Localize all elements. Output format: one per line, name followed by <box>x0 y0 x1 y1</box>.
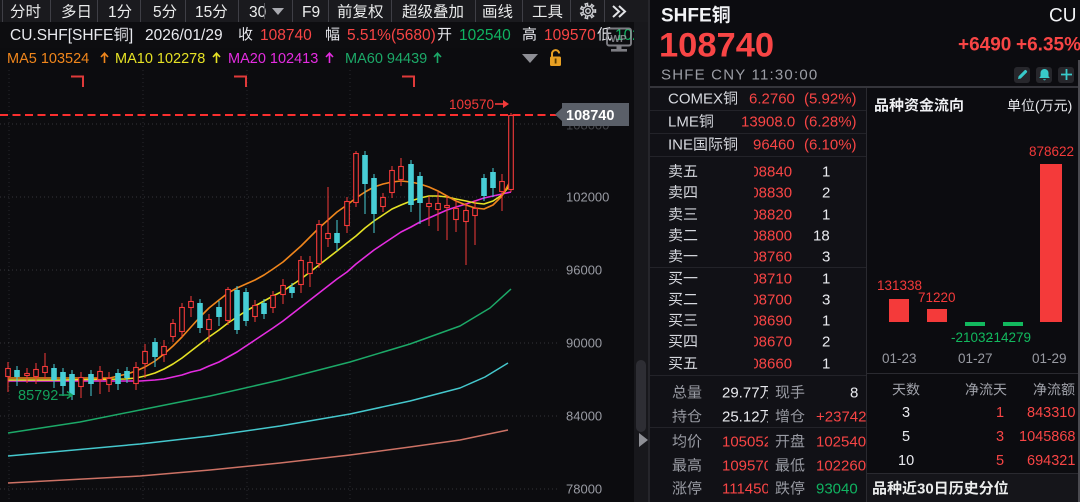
svg-text:01-23: 01-23 <box>882 351 917 366</box>
svg-text:15: 15 <box>195 4 212 21</box>
svg-text:1: 1 <box>996 405 1004 421</box>
svg-text:3: 3 <box>902 405 910 421</box>
svg-text:]: ] <box>129 27 133 44</box>
svg-text:29.77: 29.77 <box>722 384 760 401</box>
svg-text:108670: 108670 <box>754 334 792 351</box>
svg-text:102260: 102260 <box>816 457 866 474</box>
svg-text:108830: 108830 <box>754 185 792 202</box>
svg-text:5: 5 <box>153 4 162 21</box>
svg-text:(6.10%): (6.10%) <box>804 137 857 154</box>
svg-text:109570: 109570 <box>544 27 596 44</box>
svg-text:1: 1 <box>822 270 830 287</box>
svg-text:(5.92%): (5.92%) <box>804 91 857 108</box>
svg-text:108760: 108760 <box>754 249 792 266</box>
svg-text:(6.28%): (6.28%) <box>804 114 857 131</box>
svg-text:INE: INE <box>668 137 693 154</box>
svg-text:843310: 843310 <box>1027 405 1075 421</box>
svg-text:): ) <box>1067 97 1072 113</box>
svg-text:102540: 102540 <box>459 27 511 44</box>
svg-text:109570: 109570 <box>722 457 768 474</box>
svg-text:WP: WP <box>611 34 627 45</box>
svg-text:105052: 105052 <box>722 433 768 450</box>
svg-text:SHFE: SHFE <box>661 6 712 27</box>
svg-text:5.51%(5680): 5.51%(5680) <box>347 27 436 44</box>
svg-text:3: 3 <box>822 249 830 266</box>
svg-text:131338: 131338 <box>877 278 922 293</box>
svg-text:1: 1 <box>822 313 830 330</box>
svg-text:2026/01/29: 2026/01/29 <box>145 27 223 44</box>
svg-text:93040: 93040 <box>816 481 858 498</box>
svg-text:LME: LME <box>668 114 699 131</box>
svg-text:5: 5 <box>902 429 910 445</box>
svg-text:25.12: 25.12 <box>722 409 760 426</box>
svg-text:F9: F9 <box>302 4 320 21</box>
svg-text:3: 3 <box>996 429 1004 445</box>
svg-text:108740: 108740 <box>566 108 614 124</box>
svg-text:+6490: +6490 <box>958 35 1011 56</box>
svg-text:10: 10 <box>898 453 914 469</box>
svg-text:CU: CU <box>1049 6 1076 27</box>
svg-text:MA5 103524: MA5 103524 <box>7 51 89 67</box>
svg-text:108820: 108820 <box>754 206 792 223</box>
svg-text:84000: 84000 <box>566 408 602 423</box>
svg-text:MA10 102278: MA10 102278 <box>115 51 205 67</box>
svg-text:1: 1 <box>822 355 830 372</box>
svg-text:COMEX: COMEX <box>668 91 723 108</box>
svg-text:108800: 108800 <box>754 227 792 244</box>
svg-text:MA60 94439: MA60 94439 <box>345 51 427 67</box>
svg-text:6.2760: 6.2760 <box>749 91 795 108</box>
svg-text:878622: 878622 <box>1029 144 1074 159</box>
svg-text:85792: 85792 <box>18 388 58 404</box>
svg-text:SHFE CNY 11:30:00: SHFE CNY 11:30:00 <box>661 67 818 84</box>
svg-text:+23742: +23742 <box>816 409 866 426</box>
svg-text:2: 2 <box>822 334 830 351</box>
svg-text:13908.0: 13908.0 <box>741 114 795 131</box>
svg-text:5: 5 <box>996 453 1004 469</box>
svg-text:108700: 108700 <box>754 291 792 308</box>
svg-text:3: 3 <box>822 291 830 308</box>
svg-text:102000: 102000 <box>566 189 609 204</box>
svg-text:108690: 108690 <box>754 313 792 330</box>
svg-text:96460: 96460 <box>753 137 795 154</box>
svg-text:78000: 78000 <box>566 481 602 496</box>
svg-text:102260: 102260 <box>615 27 634 44</box>
svg-text:30: 30 <box>249 4 267 21</box>
svg-text:CU.SHF[SHFE: CU.SHF[SHFE <box>10 27 113 44</box>
svg-text:1: 1 <box>822 164 830 181</box>
svg-text:694321: 694321 <box>1027 453 1075 469</box>
svg-text:108710: 108710 <box>754 270 792 287</box>
svg-text:(: ( <box>1035 97 1040 113</box>
svg-text:102540: 102540 <box>816 433 866 450</box>
svg-text:MA20 102413: MA20 102413 <box>228 51 318 67</box>
svg-text:1: 1 <box>108 4 117 21</box>
svg-text:108740: 108740 <box>659 26 774 64</box>
svg-text:01-27: 01-27 <box>958 351 993 366</box>
svg-text:-14279: -14279 <box>989 330 1031 345</box>
svg-text:01-29: 01-29 <box>1032 351 1067 366</box>
svg-text:111450: 111450 <box>722 481 768 498</box>
svg-text:108660: 108660 <box>754 355 792 372</box>
svg-text:8: 8 <box>850 384 858 401</box>
svg-text:71220: 71220 <box>918 290 956 305</box>
svg-text:1: 1 <box>822 206 830 223</box>
svg-text:-21032: -21032 <box>951 330 993 345</box>
svg-text:90000: 90000 <box>566 335 602 350</box>
svg-text:30: 30 <box>917 481 934 498</box>
svg-text:96000: 96000 <box>566 262 602 277</box>
svg-text:108840: 108840 <box>754 164 792 181</box>
svg-text:108740: 108740 <box>260 27 312 44</box>
svg-text:18: 18 <box>813 227 830 244</box>
svg-text:109570: 109570 <box>449 97 494 112</box>
svg-text:+6.35%: +6.35% <box>1016 35 1080 56</box>
svg-text:2: 2 <box>822 185 830 202</box>
svg-text:1045868: 1045868 <box>1019 429 1075 445</box>
